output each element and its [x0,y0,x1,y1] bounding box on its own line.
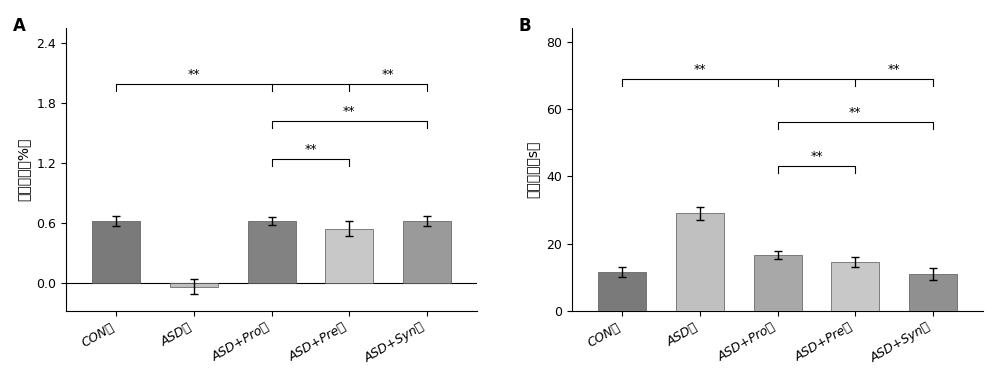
Y-axis label: 自我梳理（s）: 自我梳理（s） [527,141,541,198]
Text: **: ** [810,150,823,163]
Text: **: ** [304,143,317,156]
Bar [676,213,724,311]
Text: **: ** [694,63,706,76]
Text: B: B [518,17,531,35]
Y-axis label: 互动指数（%）: 互动指数（%） [17,138,31,201]
Bar [754,255,802,311]
Bar [170,283,218,287]
Bar [92,221,140,283]
Bar [598,272,646,311]
Text: **: ** [188,68,200,81]
Bar [403,221,451,283]
Text: **: ** [888,63,900,76]
Bar [325,229,373,283]
Bar [831,262,879,311]
Text: **: ** [343,105,356,118]
Bar [909,274,957,311]
Text: **: ** [849,107,861,120]
Bar [248,221,296,283]
Text: A: A [12,17,25,35]
Text: **: ** [382,68,394,81]
